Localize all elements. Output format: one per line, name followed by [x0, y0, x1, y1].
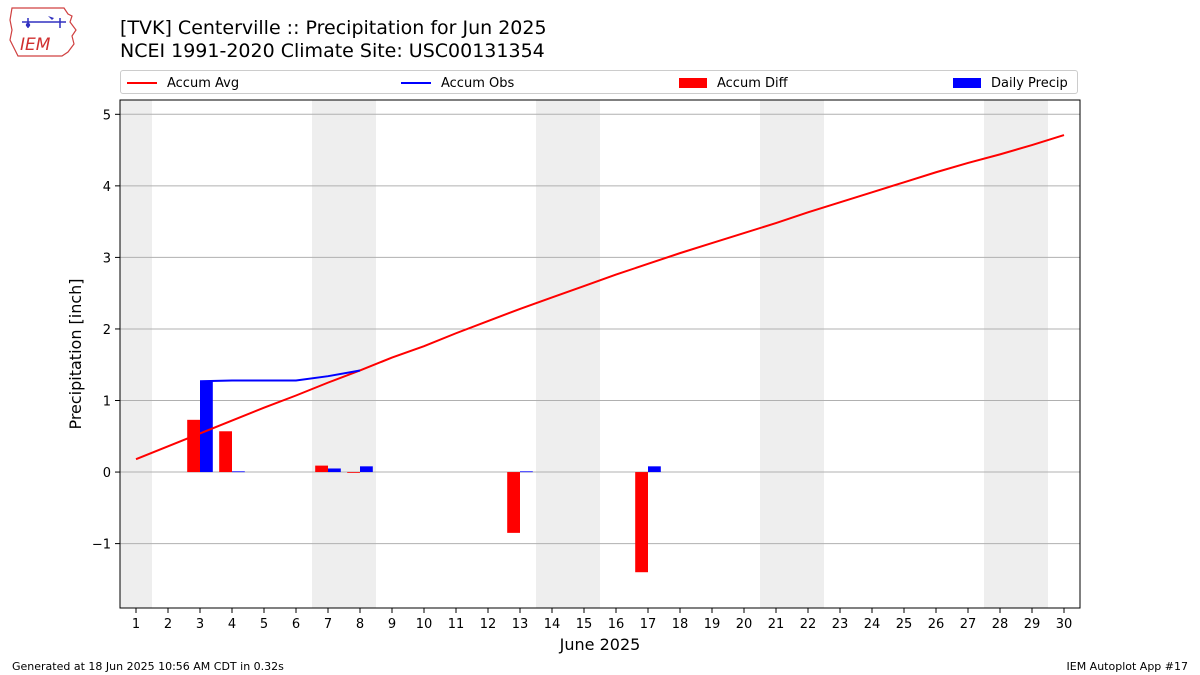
- accum-diff-bar-4: [507, 472, 520, 533]
- logo-text: IEM: [20, 35, 51, 55]
- accum-diff-bar-1: [219, 431, 232, 473]
- x-tick-label-3: 4: [228, 617, 236, 632]
- accum-diff-bar-5: [635, 472, 648, 573]
- x-tick-label-1: 2: [164, 617, 172, 632]
- weekend-shade-3: [760, 100, 824, 608]
- x-tick-label-24: 25: [896, 617, 913, 632]
- x-axis-label: June 2025: [559, 635, 641, 654]
- x-tick-label-12: 13: [512, 617, 529, 632]
- x-tick-label-22: 23: [832, 617, 849, 632]
- legend-item-accum-avg: Accum Avg: [127, 73, 239, 93]
- x-tick-label-17: 18: [672, 617, 689, 632]
- daily-precip-bar-4: [520, 471, 533, 473]
- x-tick-label-9: 10: [416, 617, 433, 632]
- x-tick-label-2: 3: [196, 617, 204, 632]
- daily-precip-bar-0: [200, 381, 213, 473]
- y-tick-label-6: 5: [103, 108, 111, 123]
- weekend-shade-4: [984, 100, 1048, 608]
- x-tick-label-16: 17: [640, 617, 657, 632]
- footer-app-label: IEM Autoplot App #17: [1066, 660, 1189, 673]
- chart-subtitle: NCEI 1991-2020 Climate Site: USC00131354: [120, 40, 545, 62]
- x-tick-label-19: 20: [736, 617, 753, 632]
- accum-obs-line-segment-0: [199, 369, 361, 383]
- footer-generated-text: Generated at 18 Jun 2025 10:56 AM CDT in…: [12, 660, 284, 673]
- y-tick-label-4: 3: [103, 251, 111, 266]
- legend-label-daily-precip: Daily Precip: [991, 75, 1068, 91]
- chart-title: [TVK] Centerville :: Precipitation for J…: [120, 17, 547, 39]
- x-tick-label-26: 27: [960, 617, 977, 632]
- x-tick-label-13: 14: [544, 617, 561, 632]
- accum-diff-bar-3: [347, 472, 360, 473]
- x-tick-label-0: 1: [132, 617, 140, 632]
- legend: Accum Avg Accum Obs Accum Diff Daily Pre…: [120, 70, 1078, 94]
- x-tick-label-23: 24: [864, 617, 881, 632]
- legend-label-accum-diff: Accum Diff: [717, 75, 788, 91]
- x-tick-label-25: 26: [928, 617, 945, 632]
- daily-precip-bar-1: [232, 471, 245, 473]
- legend-swatch-accum-avg: [127, 82, 157, 84]
- legend-swatch-daily-precip: [953, 78, 981, 88]
- accum-diff-bar-2: [315, 465, 328, 473]
- x-tick-label-14: 15: [576, 617, 593, 632]
- x-tick-label-27: 28: [992, 617, 1009, 632]
- y-axis-label: Precipitation [inch]: [66, 278, 85, 429]
- legend-label-accum-avg: Accum Avg: [167, 75, 240, 91]
- iem-logo: IEM: [9, 7, 77, 57]
- legend-swatch-accum-diff: [679, 78, 707, 88]
- daily-precip-bar-5: [648, 466, 661, 473]
- y-tick-label-1: 0: [103, 466, 111, 481]
- legend-item-daily-precip: Daily Precip: [953, 73, 1068, 93]
- x-tick-label-4: 5: [260, 617, 268, 632]
- y-tick-label-3: 2: [103, 323, 111, 338]
- legend-label-accum-obs: Accum Obs: [441, 75, 515, 91]
- legend-swatch-accum-obs: [401, 82, 431, 84]
- x-tick-label-15: 16: [608, 617, 625, 632]
- weekend-shade-1: [312, 100, 376, 608]
- y-tick-label-0: −1: [92, 538, 111, 553]
- x-tick-label-20: 21: [768, 617, 785, 632]
- legend-item-accum-obs: Accum Obs: [401, 73, 514, 93]
- x-tick-label-18: 19: [704, 617, 721, 632]
- legend-item-accum-diff: Accum Diff: [679, 73, 788, 93]
- x-tick-label-29: 30: [1056, 617, 1073, 632]
- x-tick-label-8: 9: [388, 617, 396, 632]
- y-tick-label-5: 4: [103, 180, 111, 195]
- weekend-shade-2: [536, 100, 600, 608]
- plot-frame: [119, 99, 1081, 609]
- daily-precip-bar-3: [360, 466, 373, 473]
- weekend-shade-0: [120, 100, 152, 608]
- x-tick-label-10: 11: [448, 617, 465, 632]
- y-tick-label-2: 1: [103, 395, 111, 410]
- accum-diff-bar-0: [187, 419, 200, 473]
- x-tick-label-11: 12: [480, 617, 497, 632]
- x-tick-label-6: 7: [324, 617, 332, 632]
- daily-precip-bar-2: [328, 468, 341, 473]
- accum-avg-line: [135, 134, 1065, 461]
- x-tick-label-28: 29: [1024, 617, 1041, 632]
- x-tick-label-5: 6: [292, 617, 300, 632]
- x-tick-label-7: 8: [356, 617, 364, 632]
- x-tick-label-21: 22: [800, 617, 817, 632]
